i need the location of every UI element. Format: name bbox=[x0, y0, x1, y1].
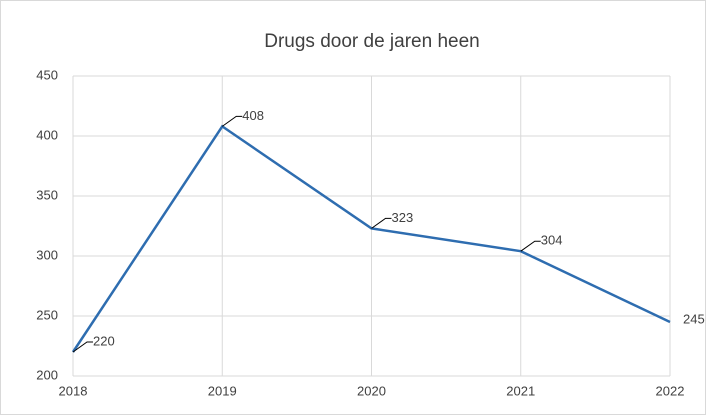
data-label: 323 bbox=[392, 210, 414, 225]
label-leader bbox=[221, 115, 243, 127]
data-label: 304 bbox=[541, 233, 563, 248]
label-leader bbox=[72, 341, 93, 353]
x-tick-label: 2022 bbox=[656, 383, 685, 398]
label-leader bbox=[371, 217, 392, 229]
y-tick-label: 400 bbox=[36, 127, 58, 142]
y-tick-label: 350 bbox=[36, 187, 58, 202]
y-tick-label: 450 bbox=[36, 67, 58, 82]
data-label: 220 bbox=[93, 333, 115, 348]
x-tick-label: 2019 bbox=[208, 383, 237, 398]
data-label: 245 bbox=[683, 311, 705, 326]
x-tick-label: 2020 bbox=[357, 383, 386, 398]
y-tick-label: 250 bbox=[36, 307, 58, 322]
data-label: 408 bbox=[242, 108, 264, 123]
y-tick-label: 300 bbox=[36, 247, 58, 262]
x-tick-label: 2021 bbox=[506, 383, 535, 398]
x-tick-label: 2018 bbox=[59, 383, 88, 398]
label-leader bbox=[520, 240, 541, 252]
chart-title: Drugs door de jaren heen bbox=[264, 31, 479, 52]
y-tick-label: 200 bbox=[36, 367, 58, 382]
